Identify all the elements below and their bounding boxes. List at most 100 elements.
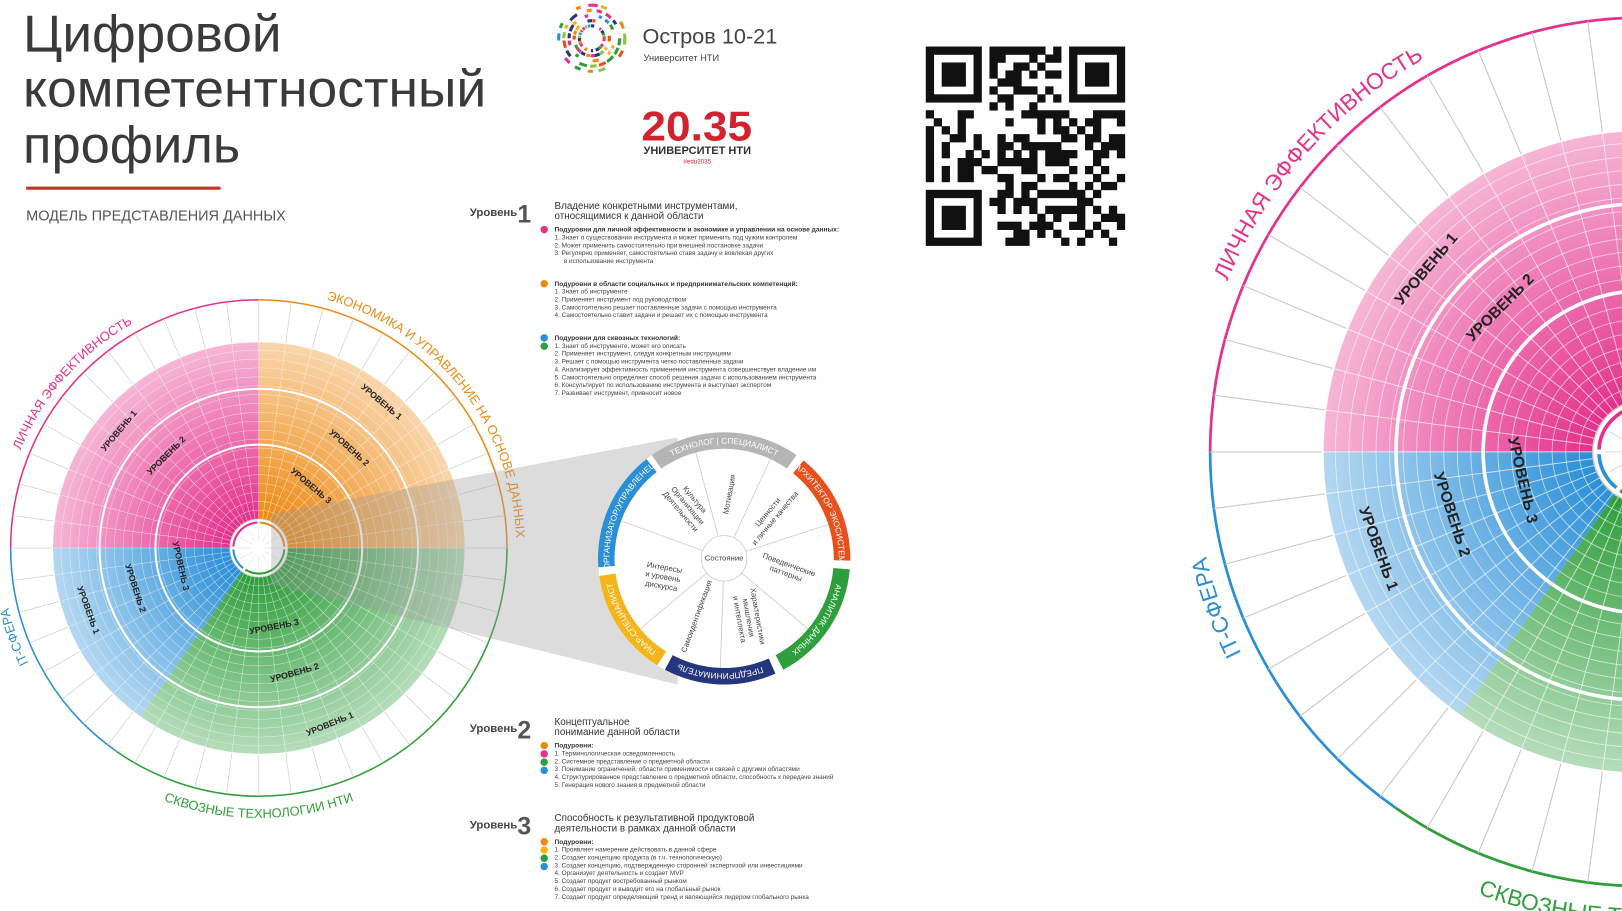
spoke [337,318,355,358]
spoke [205,575,252,748]
spoke [1388,255,1604,421]
sector-outline [9,548,117,752]
spoke [231,342,256,520]
icon-dash [619,20,625,30]
qr-module [1029,70,1038,79]
spoke [384,711,411,746]
header: Цифровой компетентностный профиль МОДЕЛЬ… [23,5,486,225]
qr-module [1005,78,1014,87]
spoke [279,401,406,528]
spoke [179,356,248,522]
aspect-divider [745,524,829,552]
qr-module [949,221,958,230]
qr-module [925,189,935,199]
qr-module [941,126,950,135]
level-heading: относящимися к данной области [555,211,704,222]
qr-module [1029,142,1038,151]
qr-module [1053,110,1062,119]
group-title: Подуровни: [555,743,594,750]
qr-module [941,70,950,79]
qr-module [1092,110,1102,119]
qr-module [1069,134,1078,143]
spoke [1346,327,1597,433]
qr-module [1116,46,1126,55]
qr-module [957,134,966,143]
spoke [155,572,245,728]
qr-module [957,221,966,230]
spoke [1336,144,1417,225]
qr-module [1053,70,1062,79]
qr-module [1100,142,1110,151]
qr-module [949,189,958,199]
ostrov-icon [557,3,627,73]
group-item: 6. Консультирует по использованию инстру… [555,382,772,389]
qr-module [1045,158,1054,167]
hub-arc [1597,454,1618,490]
qr-module [1077,46,1086,55]
qr-module [949,134,958,143]
qr-module [973,62,982,71]
qr-module [925,54,935,63]
spoke [1364,290,1600,427]
qr-module [1053,229,1062,238]
spoke [1213,394,1325,411]
qr-module [1077,237,1086,246]
spoke [262,576,287,754]
spoke [283,444,439,534]
spoke [79,444,234,534]
group-item: 3. Решает с помощью инструмента четко по… [555,359,744,366]
spoke [1477,749,1522,854]
qr-module [1013,134,1022,143]
qr-module [957,173,966,183]
icon-dash [599,43,605,48]
qr-module [1085,134,1094,143]
spoke [134,726,156,764]
qr-module [949,213,958,223]
group-item: 2. Применяет инструмент под руководством [555,297,686,304]
group-item: 3. Самостоятельно решает поставленные за… [555,304,778,311]
qr-module [933,118,943,127]
qr-module [1005,118,1014,127]
spoke [404,694,435,724]
group-dot [540,862,548,871]
spoke [19,483,60,495]
level-heading: Владение конкретными инструментами, [555,201,738,212]
sector-outline [1394,806,1622,887]
spoke [1388,482,1604,649]
hub [229,518,289,578]
center-hub [700,535,748,582]
qr-module [933,237,943,246]
qr-module [989,54,998,63]
group-dot [540,280,548,288]
spoke [53,520,231,545]
qr-module [989,62,998,71]
icon-dash [608,23,615,31]
qr-module [925,78,935,87]
icon-dash [578,32,583,36]
qr-module [925,142,935,151]
qr-module [957,70,966,79]
spoke [194,747,206,788]
qr-module [1037,94,1046,103]
spoke [458,601,499,613]
qr-module [1085,70,1094,79]
icon-dash [617,50,624,58]
logos: Остров 10-21 Университет НТИ 20.35 УНИВЕ… [557,3,777,165]
qr-module [1045,110,1054,119]
qr-module [997,78,1006,87]
spoke [132,570,242,713]
spoke [1601,131,1622,285]
spoke [83,694,113,724]
qr-module [1069,165,1078,175]
group-item: в использование инструмента [564,258,654,265]
spoke [1224,534,1333,565]
group-item: 7. Создает продукт определяющий тренд и … [555,893,810,901]
qr-module [997,134,1006,143]
icon-dash [584,14,589,19]
spoke [134,332,156,370]
qr-module [989,197,998,207]
qr-module [997,54,1006,63]
qr-module [1085,62,1094,71]
icon-dash [574,65,582,71]
